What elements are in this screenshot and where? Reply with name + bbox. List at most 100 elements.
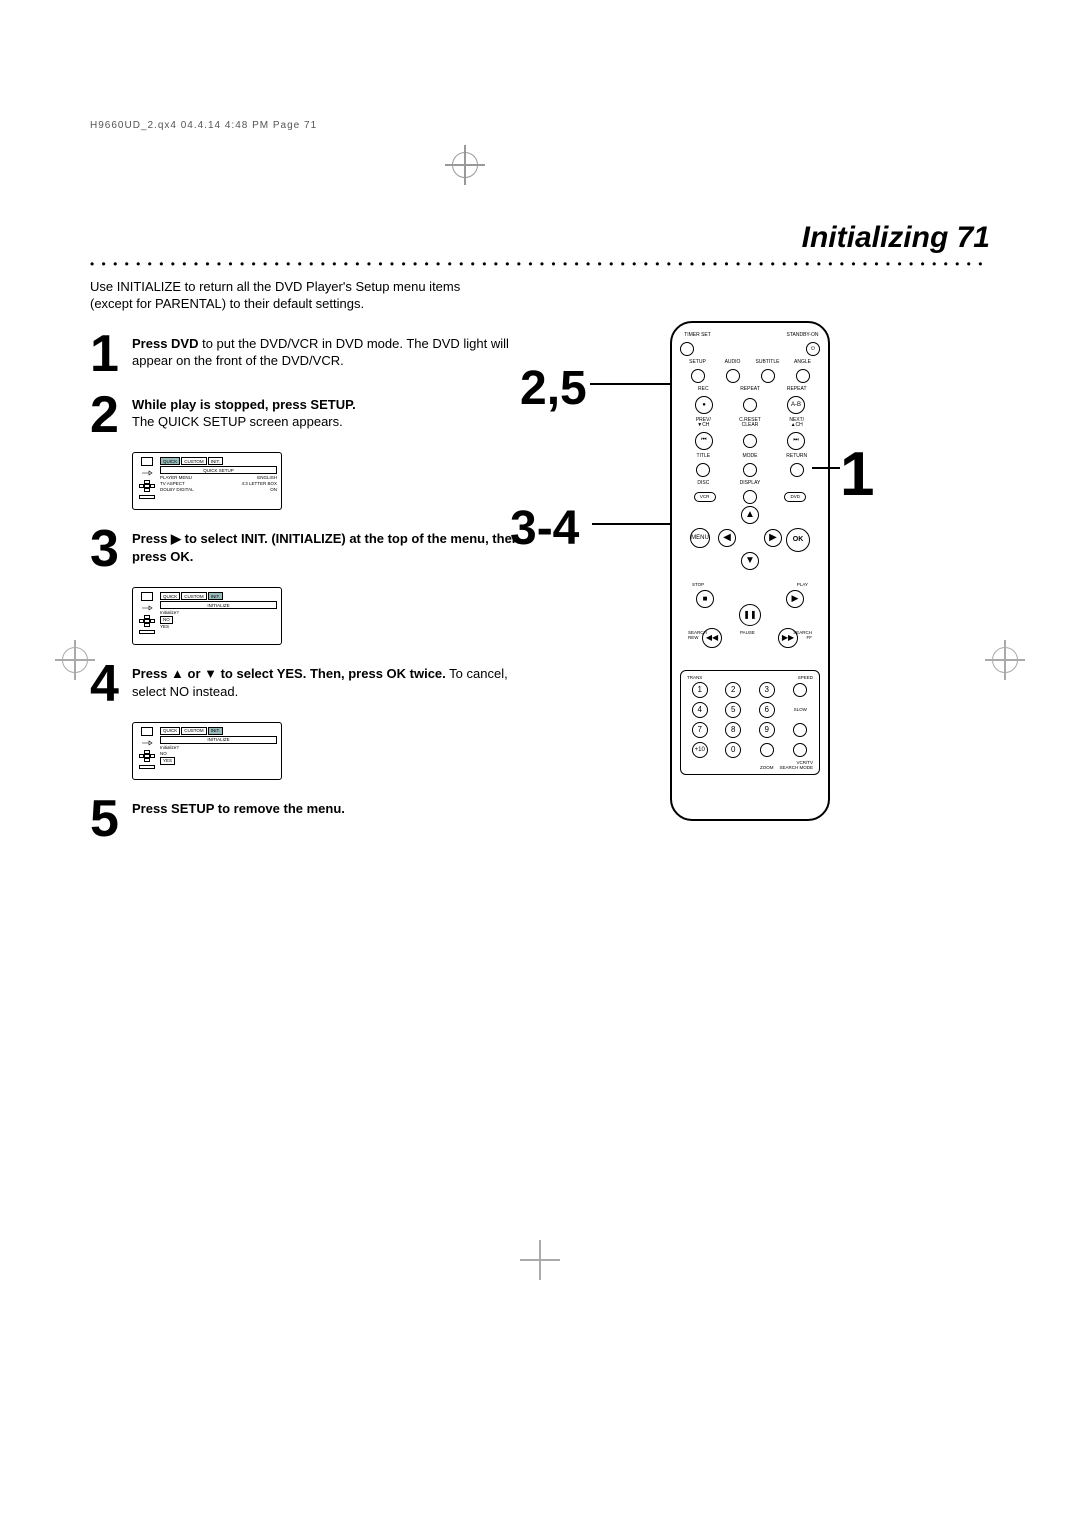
osd-row-l: YES — [160, 624, 169, 630]
osd-row-l: YES — [160, 757, 175, 765]
pause-button[interactable]: ❚❚ — [739, 604, 761, 626]
menu-button[interactable]: MENU — [690, 528, 710, 548]
search-mode-button[interactable] — [793, 743, 807, 757]
label-display: DISPLAY — [727, 481, 774, 486]
audio-button[interactable] — [726, 369, 740, 383]
clear-button[interactable] — [743, 434, 757, 448]
osd-title: QUICK SETUP — [160, 466, 277, 474]
up-button[interactable]: ▲ — [741, 506, 759, 524]
step-3: 3 Press ▶ to select INIT. (INITIALIZE) a… — [90, 526, 520, 573]
step-text: Press ▶ to select INIT. (INITIALIZE) at … — [132, 526, 520, 573]
callout-1: 1 — [840, 439, 874, 510]
intro-line-2: (except for PARENTAL) to their default s… — [90, 296, 364, 311]
subtitle-button[interactable] — [761, 369, 775, 383]
crop-mark-left — [55, 640, 95, 680]
step-5: 5 Press SETUP to remove the menu. — [90, 796, 520, 843]
step-number: 4 — [90, 661, 126, 708]
intro-text: Use INITIALIZE to return all the DVD Pla… — [90, 279, 570, 313]
osd-initialize-yes: QUICK CUSTOM INIT. INITIALIZE Initialize… — [132, 722, 282, 780]
monitor-icon — [141, 592, 153, 601]
monitor-icon — [141, 457, 153, 466]
play-button[interactable]: ▶ — [786, 590, 804, 608]
bar-icon — [139, 765, 155, 769]
step-2: 2 While play is stopped, press SETUP. Th… — [90, 392, 520, 439]
label-pause: PAUSE — [740, 630, 755, 635]
label-speed: SPEED — [798, 675, 813, 680]
step-bold: Press DVD — [132, 336, 198, 351]
num-4[interactable]: 4 — [692, 702, 708, 718]
ok-button[interactable]: OK — [786, 528, 810, 552]
label-setup: SETUP — [680, 360, 715, 365]
num-6[interactable]: 6 — [759, 702, 775, 718]
timer-set-button[interactable] — [680, 342, 694, 356]
step-number: 1 — [90, 331, 126, 378]
display-button[interactable] — [743, 490, 757, 504]
nav-ring: MENU ▲ ▼ ◀ ▶ OK — [700, 508, 800, 578]
print-header: H9660UD_2.qx4 04.4.14 4:48 PM Page 71 — [90, 120, 990, 131]
setup-button[interactable] — [691, 369, 705, 383]
rec-button[interactable]: ● — [695, 396, 713, 414]
next-button[interactable]: ⏭ — [787, 432, 805, 450]
title-button[interactable] — [696, 463, 710, 477]
callout-34: 3-4 — [510, 501, 579, 556]
wrench-icon — [141, 469, 153, 477]
osd-row-r: ON — [270, 487, 277, 493]
dvd-button[interactable]: DVD — [784, 492, 806, 502]
angle-button[interactable] — [796, 369, 810, 383]
prev-button[interactable]: ⏮ — [695, 432, 713, 450]
dpad-icon — [139, 615, 155, 627]
vcrtv-button[interactable] — [793, 723, 807, 737]
osd-tab: CUSTOM — [181, 457, 206, 465]
repeat-ab-button[interactable]: A-B — [787, 396, 805, 414]
page-title: Initializing 71 — [90, 221, 990, 255]
dot-rule: • • • • • • • • • • • • • • • • • • • • … — [90, 257, 990, 271]
num-0[interactable]: 0 — [725, 742, 741, 758]
label-subtitle: SUBTITLE — [750, 360, 785, 365]
return-button[interactable] — [790, 463, 804, 477]
num-plus10[interactable]: +10 — [692, 742, 708, 758]
step-number: 3 — [90, 526, 126, 573]
callout-line — [592, 523, 670, 525]
step-bold: Press ▶ to select INIT. (INITIALIZE) at … — [132, 531, 520, 564]
osd-tab: INIT. — [208, 457, 223, 465]
intro-line-1: Use INITIALIZE to return all the DVD Pla… — [90, 279, 460, 294]
num-8[interactable]: 8 — [725, 722, 741, 738]
osd-title: INITIALIZE — [160, 601, 277, 609]
osd-tab: CUSTOM — [181, 592, 206, 600]
bar-icon — [139, 495, 155, 499]
label-slow: SLOW — [794, 707, 807, 712]
standby-button[interactable]: ⏻ — [806, 342, 820, 356]
label-return: RETURN — [773, 454, 820, 459]
right-button[interactable]: ▶ — [764, 529, 782, 547]
num-7[interactable]: 7 — [692, 722, 708, 738]
numpad: TRANS SPEED 1 2 3 4 5 6 SLOW 7 8 — [680, 670, 820, 775]
label-angle: ANGLE — [785, 360, 820, 365]
monitor-icon — [141, 727, 153, 736]
zoom-button[interactable] — [760, 743, 774, 757]
down-button[interactable]: ▼ — [741, 552, 759, 570]
stop-button[interactable]: ■ — [696, 590, 714, 608]
label-next: NEXT/ ▲CH — [773, 418, 820, 428]
num-1[interactable]: 1 — [692, 682, 708, 698]
repeat-button[interactable] — [743, 398, 757, 412]
num-3[interactable]: 3 — [759, 682, 775, 698]
label-timer-set: TIMER SET — [680, 333, 715, 338]
speed-button[interactable] — [793, 683, 807, 697]
label-mode: MODE — [727, 454, 774, 459]
num-2[interactable]: 2 — [725, 682, 741, 698]
osd-tab: QUICK — [160, 727, 180, 735]
label-prev: PREV/ ▼CH — [680, 418, 727, 428]
dpad-icon — [139, 480, 155, 492]
num-5[interactable]: 5 — [725, 702, 741, 718]
remote-control: TIMER SET STANDBY-ON ⏻ SETUP AUDIO SUBTI… — [670, 321, 830, 821]
label-search-rew: SEARCH REW — [688, 630, 707, 640]
num-9[interactable]: 9 — [759, 722, 775, 738]
label-trans: TRANS — [687, 675, 702, 680]
osd-tab: CUSTOM — [181, 727, 206, 735]
bar-icon — [139, 630, 155, 634]
label-repeat-ab: REPEAT — [773, 387, 820, 392]
vcr-button[interactable]: VCR — [694, 492, 716, 502]
mode-button[interactable] — [743, 463, 757, 477]
left-button[interactable]: ◀ — [718, 529, 736, 547]
label-searchmode: SEARCH MODE — [779, 765, 813, 770]
